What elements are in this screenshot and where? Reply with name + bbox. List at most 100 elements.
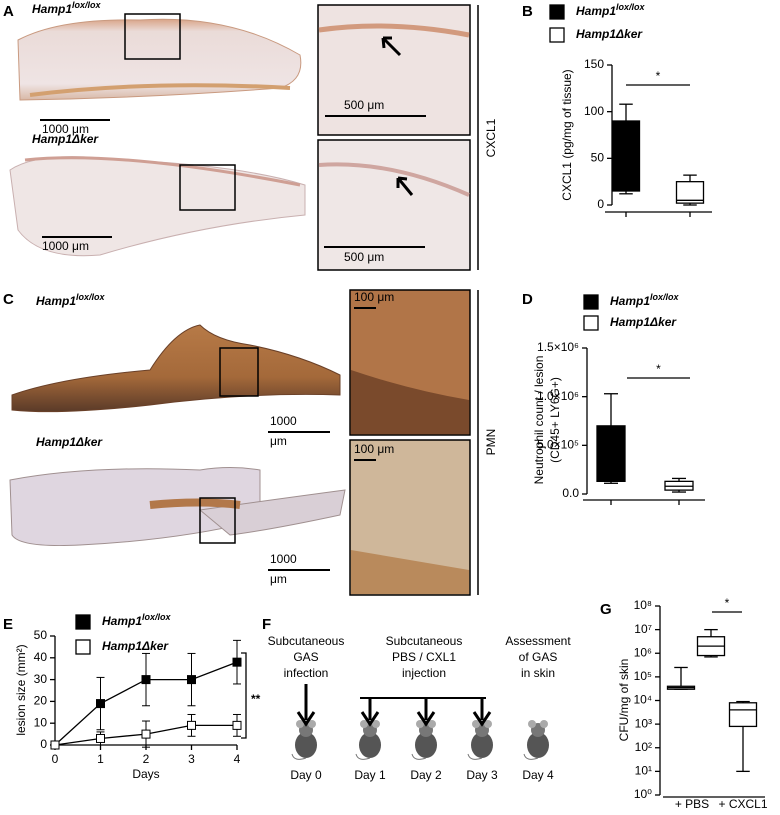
group-label: + PBS bbox=[675, 797, 709, 811]
mouse-tail bbox=[355, 753, 371, 760]
scale-bar-label: μm bbox=[270, 434, 287, 448]
y-tick-label: 10³ bbox=[635, 716, 652, 730]
scale-bar-label: 500 μm bbox=[344, 98, 384, 112]
y-tick-label: 1.0×10⁶ bbox=[537, 389, 579, 403]
panel-letter: B bbox=[522, 3, 533, 20]
marker bbox=[232, 720, 242, 730]
step-text: PBS / CXL1 bbox=[392, 650, 456, 664]
legend-swatch bbox=[75, 614, 91, 630]
legend-label: Hamp1Δker bbox=[576, 27, 643, 41]
y-axis-label: lesion size (mm²) bbox=[14, 644, 28, 735]
step-text: in skin bbox=[521, 666, 555, 680]
y-tick-label: 40 bbox=[34, 650, 48, 664]
panel-letter: D bbox=[522, 291, 533, 308]
y-tick-label: 20 bbox=[34, 694, 48, 708]
mouse-ear bbox=[472, 720, 480, 728]
y-tick-label: 1.5×10⁶ bbox=[537, 340, 579, 354]
mouse-ear bbox=[360, 720, 368, 728]
mouse-icons bbox=[291, 684, 549, 760]
day-label: Day 0 bbox=[290, 768, 322, 782]
panel-letter: E bbox=[3, 616, 13, 633]
legend-name: Hamp1 bbox=[610, 294, 650, 308]
y-tick-label: 10⁷ bbox=[634, 622, 652, 636]
mouse-body bbox=[471, 732, 493, 758]
legend-sup: lox/lox bbox=[616, 2, 646, 12]
box bbox=[611, 120, 641, 192]
panel-letter: A bbox=[3, 3, 14, 20]
y-tick-label: 10⁵ bbox=[634, 669, 652, 683]
mouse-body bbox=[415, 732, 437, 758]
legend-name: Hamp1 bbox=[576, 4, 616, 18]
legend-name: Hamp1Δker bbox=[102, 639, 169, 653]
scale-bar-label: 100 μm bbox=[354, 290, 394, 304]
legend-swatch bbox=[549, 4, 565, 20]
mouse-body bbox=[295, 732, 317, 758]
marker bbox=[141, 675, 151, 685]
legend-label: Hamp1lox/lox bbox=[576, 2, 646, 18]
arrow-head bbox=[416, 711, 436, 727]
y-tick-label: 150 bbox=[584, 57, 604, 71]
legend-name: Hamp1Δker bbox=[576, 27, 643, 41]
histology-a bbox=[9, 4, 479, 271]
legend-name: Hamp1Δker bbox=[610, 315, 677, 329]
step-text: Assessment bbox=[505, 634, 571, 648]
y-tick-label: 10⁴ bbox=[633, 693, 652, 707]
x-axis-label: Days bbox=[132, 767, 159, 781]
y-tick-label: 5.0×10⁵ bbox=[537, 438, 579, 452]
legend-label: Hamp1lox/lox bbox=[610, 292, 680, 308]
mouse-ear bbox=[484, 720, 492, 728]
legend-label: Hamp1Δker bbox=[610, 315, 677, 329]
mouse-tail bbox=[411, 753, 427, 760]
group-label: + CXCL1 bbox=[718, 797, 767, 811]
histology-c bbox=[9, 289, 479, 596]
marker bbox=[96, 733, 105, 743]
y-tick-label: 0.0 bbox=[562, 486, 579, 500]
stain-label: CXCL1 bbox=[484, 118, 498, 157]
legend-swatch bbox=[75, 639, 91, 655]
scale-bar-label: 1000 bbox=[270, 414, 297, 428]
stain-label: PMN bbox=[484, 429, 498, 456]
x-tick-label: 0 bbox=[52, 752, 59, 766]
step-text: Subcutaneous bbox=[386, 634, 463, 648]
scale-bar-label: 1000 bbox=[270, 552, 297, 566]
significance: * bbox=[725, 596, 730, 610]
step-text: infection bbox=[284, 666, 329, 680]
legend-name: Hamp1 bbox=[102, 614, 142, 628]
y-tick-label: 30 bbox=[34, 672, 48, 686]
legend-swatch bbox=[583, 294, 599, 310]
box bbox=[675, 181, 705, 204]
mouse-ear bbox=[416, 720, 424, 728]
y-axis-label: CFU/mg of skin bbox=[617, 659, 631, 742]
mouse-ear bbox=[540, 720, 548, 728]
arrow-head bbox=[472, 711, 492, 727]
y-tick-label: 50 bbox=[591, 151, 605, 165]
significance-bracket bbox=[241, 652, 247, 739]
scale-bar-label: 100 μm bbox=[354, 442, 394, 456]
arrow-head bbox=[296, 711, 316, 727]
legend-swatch bbox=[549, 27, 565, 43]
panel-letter: F bbox=[262, 616, 271, 633]
marker bbox=[232, 657, 242, 667]
marker bbox=[141, 729, 151, 739]
scale-bar-label: 1000 μm bbox=[42, 239, 89, 253]
marker bbox=[96, 699, 105, 709]
significance: * bbox=[656, 362, 661, 376]
y-axis-label: (CD45+ LY6G+) bbox=[548, 377, 562, 463]
step-text: Subcutaneous bbox=[268, 634, 345, 648]
genotype-label: Hamp1Δker bbox=[32, 132, 99, 146]
y-tick-label: 10⁰ bbox=[634, 787, 652, 801]
step-text: of GAS bbox=[519, 650, 558, 664]
legend-sup: lox/lox bbox=[650, 292, 680, 302]
mouse-ear bbox=[296, 720, 304, 728]
mouse-tail bbox=[291, 753, 307, 760]
y-tick-label: 50 bbox=[34, 628, 48, 642]
y-tick-label: 10⁶ bbox=[634, 645, 652, 659]
marker bbox=[50, 740, 60, 750]
mouse-ear bbox=[428, 720, 436, 728]
genotype-label: Hamp1lox/lox bbox=[36, 292, 106, 308]
panel-letter: G bbox=[600, 601, 612, 618]
box bbox=[728, 702, 758, 728]
genotype-label: Hamp1lox/lox bbox=[32, 0, 102, 16]
significance: ** bbox=[251, 692, 261, 706]
